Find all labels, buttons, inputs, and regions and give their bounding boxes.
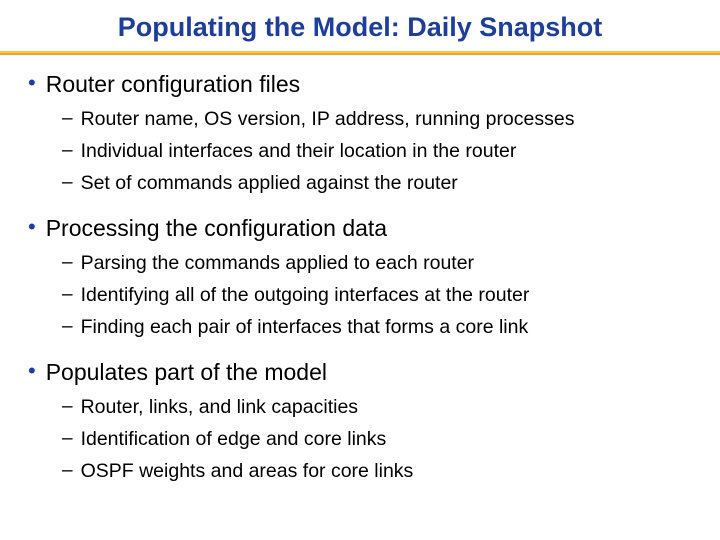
bullet-dot-icon: • [28,69,36,97]
bullet-dash-icon: – [62,313,73,341]
bullet-level2: – Router name, OS version, IP address, r… [62,105,692,133]
bullet-l1-text: Router configuration files [46,69,300,99]
bullet-l2-text: Identification of edge and core links [81,425,387,453]
bullet-dash-icon: – [62,457,73,485]
bullet-l2-text: OSPF weights and areas for core links [81,457,414,485]
bullet-level2: – Individual interfaces and their locati… [62,137,692,165]
bullet-l2-text: Individual interfaces and their location… [81,137,517,165]
bullet-level2: – Finding each pair of interfaces that f… [62,313,692,341]
section-gap [28,345,692,351]
bullet-l2-text: Finding each pair of interfaces that for… [81,313,529,341]
title-divider [0,51,720,55]
bullet-level1: • Processing the configuration data [28,213,692,243]
bullet-level2: – Identifying all of the outgoing interf… [62,281,692,309]
bullet-dash-icon: – [62,137,73,165]
bullet-level2: – OSPF weights and areas for core links [62,457,692,485]
section-gap [28,201,692,207]
bullet-dash-icon: – [62,169,73,197]
slide: Populating the Model: Daily Snapshot • R… [0,0,720,540]
bullet-level1: • Populates part of the model [28,357,692,387]
bullet-level2: – Parsing the commands applied to each r… [62,249,692,277]
bullet-dot-icon: • [28,213,36,241]
bullet-level1: • Router configuration files [28,69,692,99]
bullet-dash-icon: – [62,425,73,453]
slide-title: Populating the Model: Daily Snapshot [0,12,720,51]
bullet-l1-text: Populates part of the model [46,357,327,387]
bullet-l2-text: Router, links, and link capacities [81,393,358,421]
bullet-l1-text: Processing the configuration data [46,213,387,243]
bullet-dash-icon: – [62,249,73,277]
bullet-dash-icon: – [62,105,73,133]
bullet-dot-icon: • [28,357,36,385]
bullet-level2: – Identification of edge and core links [62,425,692,453]
slide-content: • Router configuration files – Router na… [0,69,720,485]
bullet-level2: – Router, links, and link capacities [62,393,692,421]
bullet-level2: – Set of commands applied against the ro… [62,169,692,197]
bullet-l2-text: Set of commands applied against the rout… [81,169,458,197]
bullet-dash-icon: – [62,393,73,421]
bullet-l2-text: Identifying all of the outgoing interfac… [81,281,530,309]
bullet-l2-text: Parsing the commands applied to each rou… [81,249,474,277]
bullet-l2-text: Router name, OS version, IP address, run… [81,105,575,133]
bullet-dash-icon: – [62,281,73,309]
